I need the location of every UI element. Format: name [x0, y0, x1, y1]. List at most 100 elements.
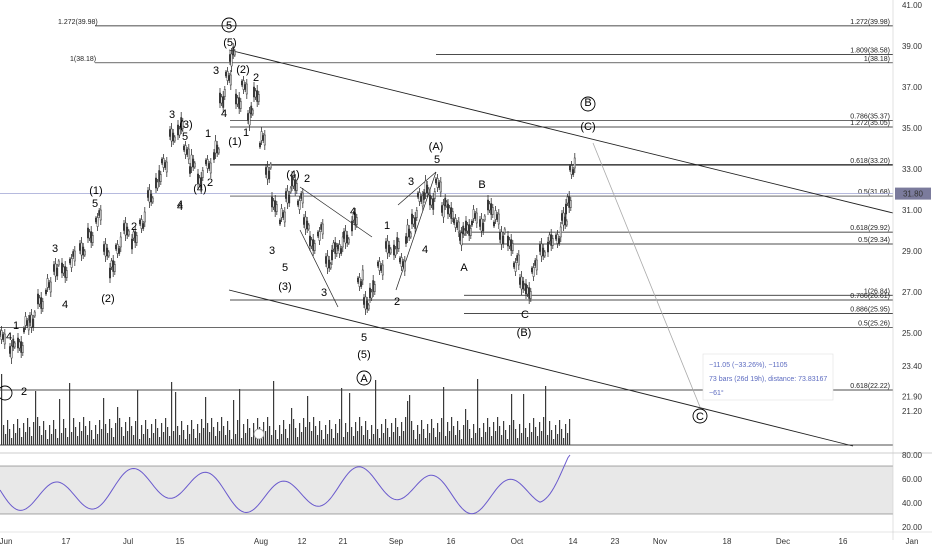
volume-bar [557, 434, 559, 445]
candle-body [550, 234, 553, 246]
volume-bar [521, 433, 523, 445]
candle-body [142, 223, 145, 229]
volume-bar [429, 433, 431, 445]
candle-body [253, 86, 255, 98]
candle-body [373, 284, 376, 292]
volume-bar [501, 435, 503, 445]
volume-bar [95, 425, 97, 445]
volume-bar [413, 430, 415, 445]
wave-label: 2 [131, 221, 137, 233]
volume-bar [75, 427, 77, 445]
volume-bar [323, 439, 325, 445]
volume-bar [463, 425, 465, 445]
time-tick-label: Jan [906, 537, 919, 546]
volume-bar [29, 427, 31, 445]
volume-bar [143, 434, 145, 445]
volume-bar [69, 383, 71, 445]
volume-bar [135, 421, 137, 445]
volume-bar [507, 439, 509, 445]
candle-body [275, 204, 278, 212]
volume-bar [535, 427, 537, 445]
price-tick-label: 41.00 [902, 1, 923, 10]
price-tick-label: 31.00 [902, 206, 923, 215]
candle-body [239, 101, 242, 109]
candle-body [183, 145, 185, 151]
candle-body [367, 304, 370, 310]
candle-body [206, 159, 209, 169]
volume-bar [329, 420, 331, 445]
volume-bar [313, 417, 315, 445]
candle-body [256, 90, 259, 102]
volume-bar [531, 432, 533, 445]
candle-body [344, 230, 347, 244]
candle-body [250, 105, 253, 115]
volume-bar [91, 430, 93, 445]
candle-body [12, 338, 15, 348]
volume-bar [243, 424, 245, 445]
volume-bar [223, 426, 225, 445]
candle-body [381, 264, 384, 276]
volume-bar [543, 417, 545, 445]
wave-label: 4 [350, 206, 356, 218]
candle-body [33, 311, 36, 317]
volume-bar [339, 419, 341, 445]
candle-body [569, 200, 572, 208]
candle-body [286, 190, 289, 204]
volume-bar [455, 435, 457, 445]
volume-bar [327, 434, 329, 445]
volume-bar [391, 423, 393, 445]
rsi-tick-label: 20.00 [902, 523, 923, 532]
volume-bar [383, 433, 385, 445]
volume-bar [415, 439, 417, 445]
candle-body [341, 236, 344, 248]
volume-bar [203, 428, 205, 445]
volume-bar [221, 417, 223, 445]
volume-bar [177, 426, 179, 445]
candle-body [112, 260, 115, 272]
volume-bar [193, 429, 195, 445]
candle-body [420, 196, 423, 202]
volume-bar [191, 420, 193, 445]
volume-bar [301, 432, 303, 445]
candle-body [380, 265, 383, 271]
candle-body [70, 258, 73, 268]
volume-bar [397, 427, 399, 445]
candle-body [0, 330, 3, 340]
candle-body [400, 257, 403, 267]
volume-bar [77, 436, 79, 445]
volume-bar [35, 391, 37, 445]
volume-bar [205, 397, 207, 445]
candle-body [343, 231, 345, 239]
candle-body [334, 242, 337, 254]
candle-body [248, 112, 251, 126]
time-tick-label: 14 [569, 537, 578, 546]
candle-body [139, 219, 141, 225]
candle-body [417, 192, 419, 198]
volume-bar [417, 425, 419, 445]
volume-bar [249, 428, 251, 445]
rsi-band [0, 466, 893, 514]
candle-body [457, 221, 460, 233]
wave-label: B [584, 97, 591, 109]
volume-bar [387, 428, 389, 445]
candle-body [257, 94, 260, 102]
candle-body [503, 228, 506, 234]
time-tick-label: 18 [723, 537, 732, 546]
volume-bar [499, 426, 501, 445]
volume-bar [43, 421, 45, 445]
candle-body [525, 283, 527, 295]
candle-body [423, 192, 425, 200]
wave-label: (4) [193, 183, 206, 195]
volume-bar [335, 424, 337, 445]
volume-bar [207, 423, 209, 445]
volume-bar [97, 434, 99, 445]
volume-bar [385, 419, 387, 445]
candle-body [444, 197, 447, 207]
candle-body [542, 247, 545, 257]
candle-body [469, 228, 472, 236]
candle-body [119, 236, 122, 248]
candle-body [56, 267, 59, 277]
volume-bar [183, 430, 185, 445]
candle-body [436, 178, 439, 188]
